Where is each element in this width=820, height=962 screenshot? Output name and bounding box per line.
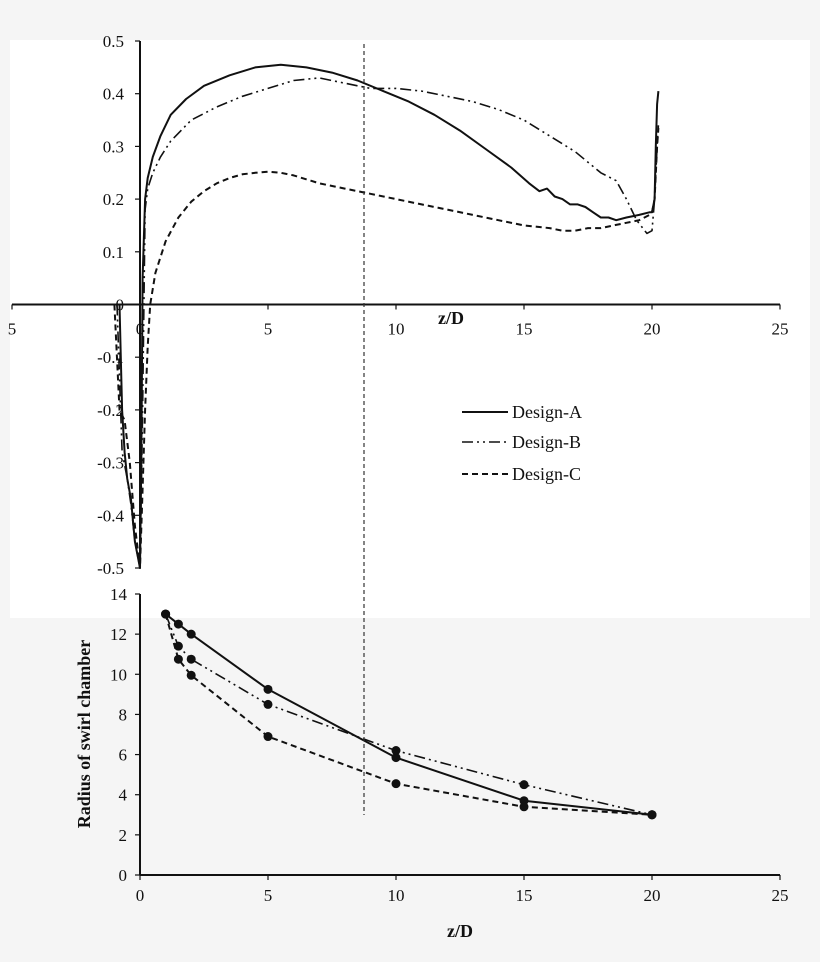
bottom-data-point-design-a [173, 619, 183, 629]
bottom-y-tick-label: 0 [119, 866, 128, 885]
top-x-tick-label: 10 [388, 320, 405, 339]
bottom-x-tick-label: 5 [264, 886, 273, 905]
bottom-series-line-design-b [164, 613, 653, 816]
bottom-y-tick-label: 14 [110, 585, 128, 604]
top-y-tick-label: -0.3 [97, 454, 124, 473]
bottom-y-tick-label: 8 [119, 705, 128, 724]
bottom-data-point-design-c [391, 779, 401, 789]
legend-label-design-c: Design-C [512, 464, 581, 484]
bottom-data-point-design-c [161, 609, 171, 619]
top-series-line-design-a [118, 63, 660, 569]
top-x-axis-title: z/D [438, 308, 464, 328]
top-y-tick-label: 0.2 [103, 190, 124, 209]
legend-label-design-b: Design-B [512, 432, 581, 452]
top-chart-background [10, 40, 810, 618]
bottom-x-axis-title: z/D [447, 921, 473, 941]
top-x-tick-label: 25 [772, 320, 789, 339]
legend: Design-A Design-B Design-C [462, 402, 582, 484]
bottom-x-tick-label: 10 [388, 886, 405, 905]
bottom-x-tick-label: 20 [644, 886, 661, 905]
bottom-data-point-design-b [391, 746, 401, 756]
top-series-line-design-c [113, 127, 660, 569]
top-y-tick-label: 0.4 [103, 85, 125, 104]
bottom-data-point-design-a [263, 684, 273, 694]
bottom-series-line-design-a [164, 613, 653, 816]
bottom-x-tick-label: 0 [136, 886, 145, 905]
bottom-data-point-design-c [519, 802, 529, 812]
bottom-data-point-design-b [519, 780, 529, 790]
top-y-tick-label: 0.1 [103, 243, 124, 262]
top-chart: 5 0 5 10 15 20 250.50.40.30.20.10-0.1-0.2-0.3-… [8, 32, 789, 578]
bottom-y-tick-label: 10 [110, 665, 127, 684]
top-y-tick-label: -0.5 [97, 559, 124, 578]
bottom-data-point-design-c [186, 670, 196, 680]
bottom-y-tick-label: 6 [119, 746, 128, 765]
bottom-x-tick-label: 15 [516, 886, 533, 905]
top-x-tick-label: 5 [264, 320, 273, 339]
bottom-series-line-design-c [164, 613, 653, 816]
top-y-tick-label: 0.5 [103, 32, 124, 51]
top-x-tick-label: 0 [136, 320, 145, 339]
bottom-y-axis-title: Radius of swirl chamber [74, 640, 94, 829]
top-x-tick-label: 20 [644, 320, 661, 339]
bottom-data-point-design-c [263, 732, 273, 742]
bottom-data-point-design-c [173, 654, 183, 664]
top-series-line-design-b [116, 77, 660, 569]
top-y-tick-label: 0.3 [103, 137, 124, 156]
bottom-y-tick-label: 4 [119, 786, 128, 805]
bottom-data-point-design-b [186, 654, 196, 664]
top-x-tick-label: 5 [8, 320, 17, 339]
bottom-data-point-design-a [186, 629, 196, 639]
top-y-tick-label: -0.2 [97, 401, 124, 420]
top-y-tick-label: -0.4 [97, 506, 124, 525]
bottom-y-tick-label: 12 [110, 625, 127, 644]
bottom-data-point-design-b [263, 699, 273, 709]
top-x-tick-label: 15 [516, 320, 533, 339]
bottom-y-tick-label: 2 [119, 826, 128, 845]
bottom-data-point-design-c [647, 810, 657, 820]
bottom-chart: 0 5 10 15 20 25 0 2 4 6 8 10 12 14 z/D Radius of swirl … [74, 585, 789, 941]
bottom-data-point-design-a [391, 753, 401, 763]
legend-label-design-a: Design-A [512, 402, 582, 422]
bottom-x-tick-label: 25 [772, 886, 789, 905]
top-y-tick-label: -0.1 [97, 348, 124, 367]
